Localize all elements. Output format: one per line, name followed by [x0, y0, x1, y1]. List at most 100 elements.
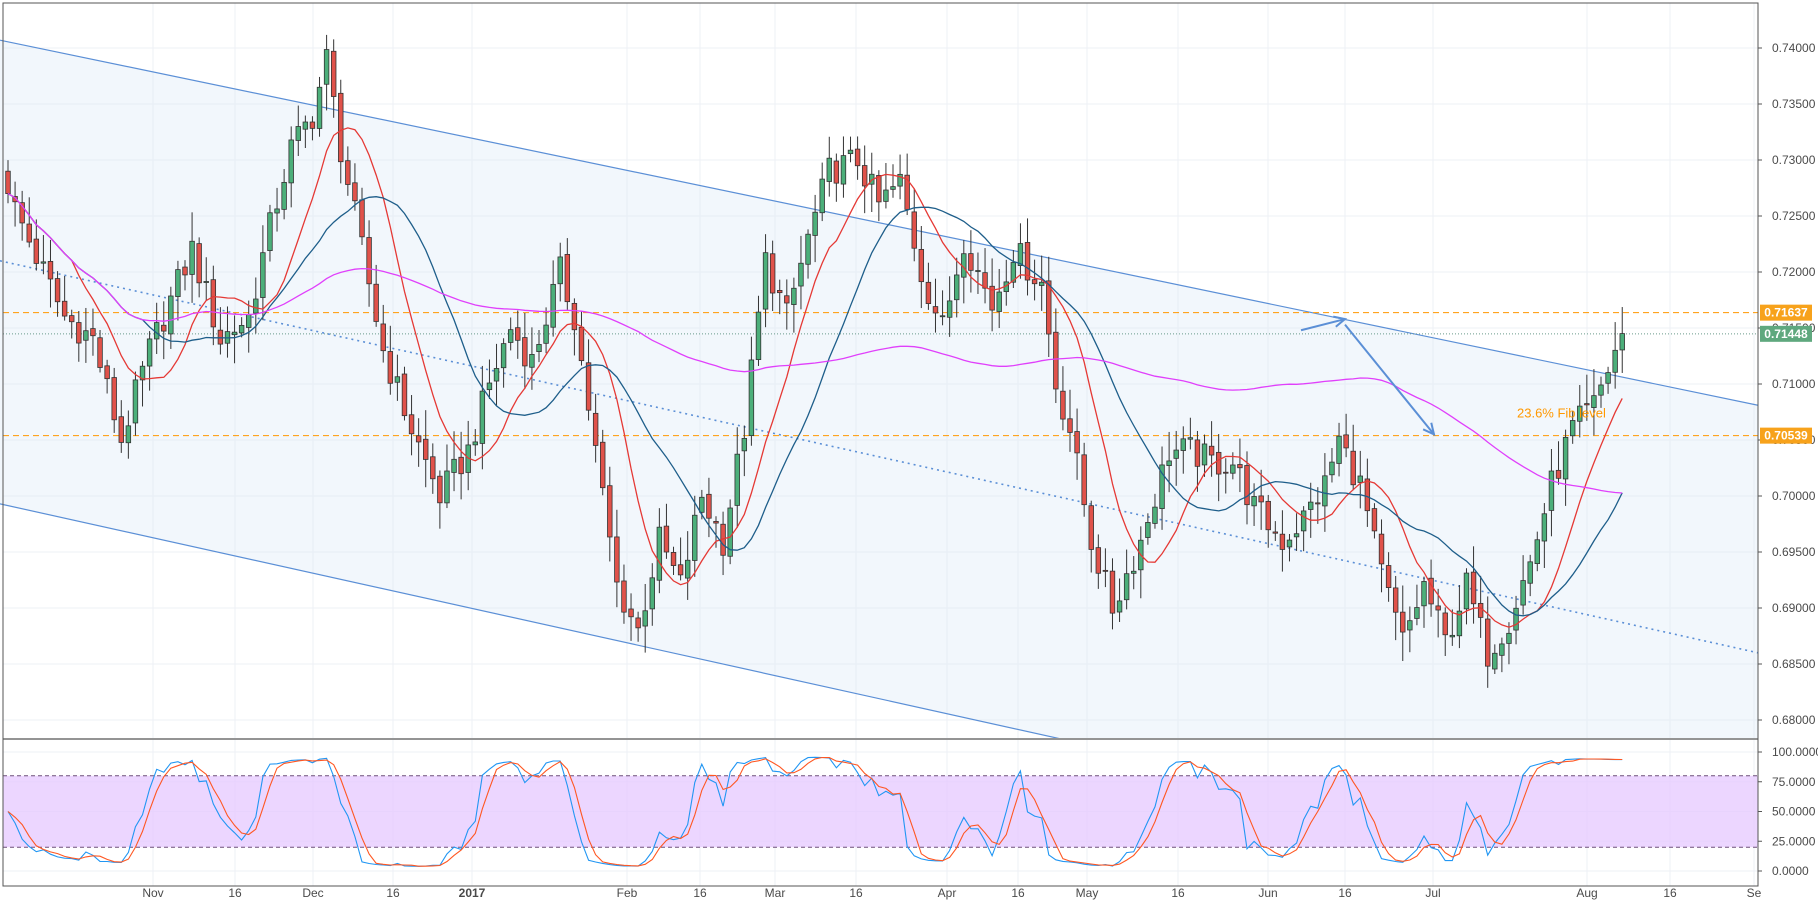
candle — [741, 425, 748, 477]
candle-body — [1024, 242, 1031, 281]
candlestick-series — [5, 34, 1625, 688]
horizontal-levels — [3, 312, 1758, 437]
candle — [1435, 588, 1441, 638]
candle — [1031, 259, 1038, 301]
candle — [1456, 585, 1463, 649]
candle-body — [132, 379, 139, 424]
candle-body — [1605, 372, 1611, 384]
candle — [19, 190, 25, 241]
candle — [1116, 578, 1123, 622]
candle-body — [812, 211, 818, 236]
candle-body — [423, 438, 429, 460]
candle — [1053, 308, 1059, 404]
candle — [1159, 446, 1165, 530]
candle-body — [380, 323, 386, 352]
candle-body — [1555, 469, 1562, 479]
candle — [1095, 534, 1102, 589]
candle — [217, 307, 224, 355]
candle-body — [500, 343, 507, 369]
candle-body — [1053, 331, 1059, 390]
candle-body — [1109, 570, 1116, 614]
moving-averages — [7, 127, 1623, 628]
candle-body — [642, 610, 648, 627]
candle-body — [153, 322, 160, 340]
candle — [175, 260, 181, 321]
candle-body — [1612, 349, 1618, 373]
candle — [614, 509, 620, 608]
candle-body — [1244, 465, 1250, 506]
candle — [231, 315, 238, 364]
candle-body — [76, 322, 82, 344]
time-tick-label: Apr — [938, 886, 957, 900]
candle-body — [600, 441, 606, 489]
candle-body — [1251, 496, 1257, 507]
candle-body — [1520, 580, 1526, 606]
candle-body — [118, 416, 124, 443]
candle — [798, 235, 804, 310]
candle — [104, 359, 110, 394]
candle-body — [309, 121, 316, 129]
candle-body — [323, 49, 330, 85]
candle — [373, 264, 379, 327]
candle-body — [1421, 581, 1427, 607]
candle-body — [69, 315, 75, 323]
candle-body — [840, 155, 847, 185]
price-tick-label: 0.68500 — [1772, 657, 1816, 671]
candle — [415, 418, 422, 467]
candle — [918, 226, 925, 309]
candle-body — [819, 178, 825, 214]
candle — [1088, 500, 1094, 573]
candle — [1548, 449, 1555, 537]
candle — [203, 257, 209, 301]
candle-body — [649, 577, 655, 610]
candle — [1067, 389, 1073, 452]
candle-body — [939, 315, 946, 318]
candle-body — [1116, 600, 1123, 613]
candle-body — [430, 456, 436, 480]
candle — [1145, 513, 1151, 545]
candle-body — [175, 269, 181, 297]
candle-body — [1534, 539, 1540, 564]
candle — [833, 153, 840, 202]
candle — [529, 327, 535, 390]
candle — [132, 371, 139, 436]
candle — [1102, 548, 1109, 588]
candle — [684, 531, 691, 600]
time-tick-label: 16 — [1663, 886, 1677, 900]
candle-body — [890, 186, 896, 190]
candle-body — [762, 252, 769, 310]
candle-body — [550, 283, 556, 328]
candle — [5, 160, 11, 204]
candle-body — [826, 157, 832, 182]
candle — [281, 169, 287, 220]
candle — [1520, 555, 1526, 615]
candle — [1357, 450, 1363, 509]
candle — [1378, 519, 1385, 593]
time-tick-label: Feb — [617, 886, 638, 900]
channel-lower-line — [0, 503, 1060, 738]
candle — [83, 307, 89, 363]
osc-tick-label: 50.0000 — [1772, 805, 1816, 819]
candle-body — [1598, 384, 1604, 396]
candle-body — [1159, 464, 1165, 509]
candle — [1215, 434, 1222, 502]
price-channel — [0, 39, 1758, 738]
candle — [1315, 487, 1321, 524]
candle-body — [946, 300, 953, 318]
time-tick-label: Dec — [302, 886, 323, 900]
candle — [1598, 376, 1604, 408]
candle — [713, 516, 719, 548]
candle — [161, 301, 167, 360]
candle — [883, 163, 889, 209]
candle — [1046, 256, 1052, 357]
candle — [1485, 596, 1491, 688]
candle-body — [1364, 478, 1371, 512]
candle — [777, 279, 783, 315]
candle — [401, 366, 408, 421]
candle — [1293, 513, 1300, 551]
time-tick-label: 16 — [228, 886, 242, 900]
price-tick-label: 0.69500 — [1772, 545, 1816, 559]
last-price-badge-bg — [1760, 325, 1812, 342]
candle-body — [486, 382, 493, 391]
candle-body — [876, 175, 882, 203]
